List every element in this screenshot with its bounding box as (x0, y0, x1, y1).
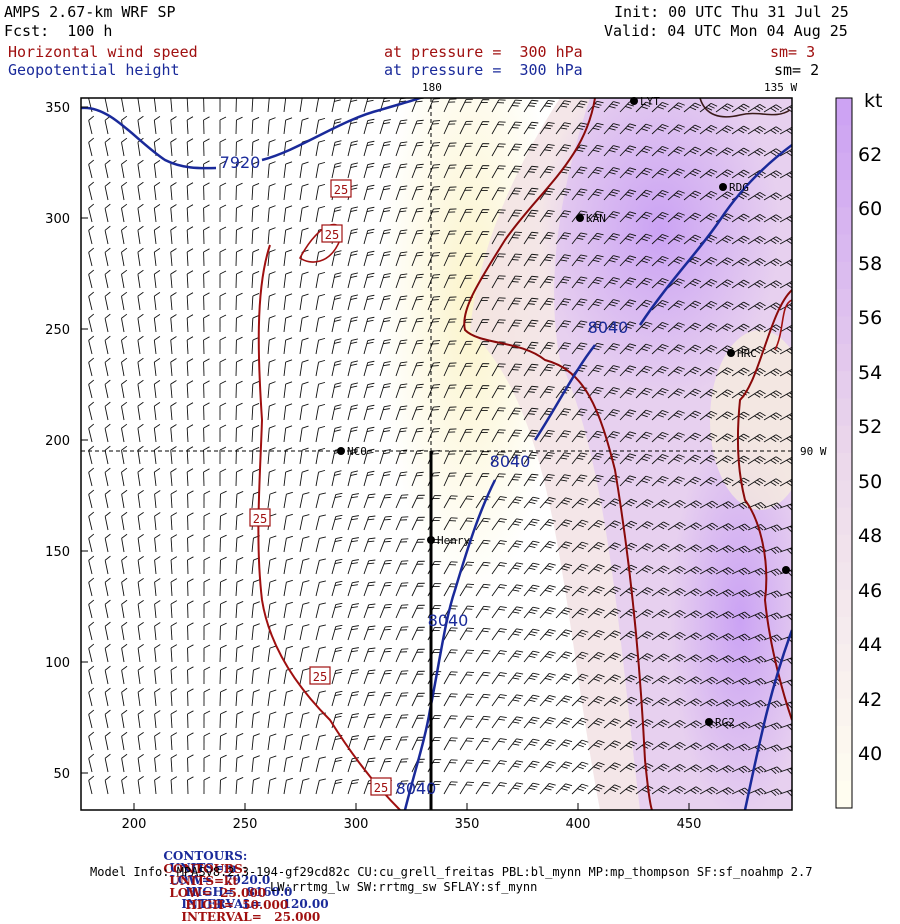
station-marker (719, 183, 727, 191)
station-label: LYT (640, 95, 660, 108)
height-contour-label: 7920 (220, 153, 261, 172)
y-tick: 250 (40, 323, 70, 338)
height-contour-label: 8040 (588, 318, 629, 337)
colorbar-segment (836, 480, 852, 508)
colorbar-segment (836, 671, 852, 699)
colorbar-segment (836, 617, 852, 645)
colorbar-segment (836, 726, 852, 754)
colorbar-unit: kt (864, 92, 882, 111)
wind-contour-label: 25 (374, 781, 388, 795)
wind-contour-label: 25 (313, 670, 327, 684)
y-tick: 200 (40, 434, 70, 449)
colorbar-segment (836, 235, 852, 263)
colorbar-segment (836, 371, 852, 399)
colorbar-tick: 48 (858, 525, 882, 547)
wind-contour-label: 25 (334, 183, 348, 197)
colorbar-segment (836, 344, 852, 372)
meridian-label-135w: 135 W (764, 82, 797, 93)
colorbar-tick: 54 (858, 362, 882, 384)
meridian-label-90w: 90 W (800, 446, 827, 457)
colorbar-tick: 46 (858, 580, 882, 602)
wind-speed-shading (81, 0, 810, 820)
x-tick: 200 (114, 817, 154, 832)
colorbar-segment (836, 289, 852, 317)
colorbar-segment (836, 153, 852, 181)
height-contour-label: 8040 (428, 611, 469, 630)
height-contour-label: 8040 (490, 452, 531, 471)
colorbar-tick: 40 (858, 743, 882, 765)
station-marker (337, 447, 345, 455)
colorbar-segment (836, 98, 852, 126)
colorbar-segment (836, 753, 852, 781)
y-tick: 300 (40, 212, 70, 227)
station-label: KAN (586, 212, 606, 225)
x-tick: 350 (447, 817, 487, 832)
y-tick: 50 (40, 767, 70, 782)
x-tick: 250 (225, 817, 265, 832)
colorbar-segment (836, 562, 852, 590)
y-tick: 100 (40, 656, 70, 671)
colorbar-segment (836, 590, 852, 618)
colorbar-segment (836, 453, 852, 481)
colorbar-tick: 60 (858, 198, 882, 220)
x-tick: 450 (669, 817, 709, 832)
contour-interval: INTERVAL= 25.000 (181, 910, 320, 924)
colorbar-segment (836, 426, 852, 454)
station-label: NCO (347, 445, 367, 458)
map-plot: 7920 8040 8040 8040 8040 25 25 25 25 25 LYT RDG KAN H… (0, 0, 900, 900)
colorbar-tick: 58 (858, 253, 882, 275)
colorbar-segment (836, 508, 852, 536)
x-tick: 300 (336, 817, 376, 832)
colorbar-tick: 62 (858, 144, 882, 166)
station-label: RG2 (715, 716, 735, 729)
x-tick: 400 (558, 817, 598, 832)
station-marker (705, 718, 713, 726)
wind-contour-label: 25 (325, 228, 339, 242)
colorbar-tick: 44 (858, 634, 882, 656)
wind-contour-label: 25 (253, 512, 267, 526)
station-marker (576, 214, 584, 222)
colorbar-segment (836, 644, 852, 672)
colorbar-segment (836, 699, 852, 727)
meridian-label-180: 180 (422, 82, 442, 93)
colorbar-segment (836, 316, 852, 344)
colorbar-tick: 56 (858, 307, 882, 329)
model-info: Model Info: MPASv8.2.3-194-gf29cd82c CU:… (90, 866, 812, 878)
station-label: HRC (737, 347, 757, 360)
station-label: RDG (729, 181, 749, 194)
station-label: Henry (437, 534, 470, 547)
y-tick: 350 (40, 101, 70, 116)
colorbar-segment (836, 125, 852, 153)
y-tick: 150 (40, 545, 70, 560)
colorbar-tick: 42 (858, 689, 882, 711)
colorbar-segment (836, 180, 852, 208)
station-marker (427, 536, 435, 544)
colorbar-segment (836, 398, 852, 426)
colorbar-segment (836, 262, 852, 290)
colorbar-segment (836, 535, 852, 563)
station-marker (782, 566, 790, 574)
height-contour-label: 8040 (396, 779, 437, 798)
colorbar-segment (836, 207, 852, 235)
station-marker (727, 349, 735, 357)
model-info-physics: LW:rrtmg_lw SW:rrtmg_sw SFLAY:sf_mynn (270, 881, 537, 893)
colorbar-segment (836, 781, 852, 809)
colorbar-tick: 52 (858, 416, 882, 438)
colorbar-tick: 50 (858, 471, 882, 493)
